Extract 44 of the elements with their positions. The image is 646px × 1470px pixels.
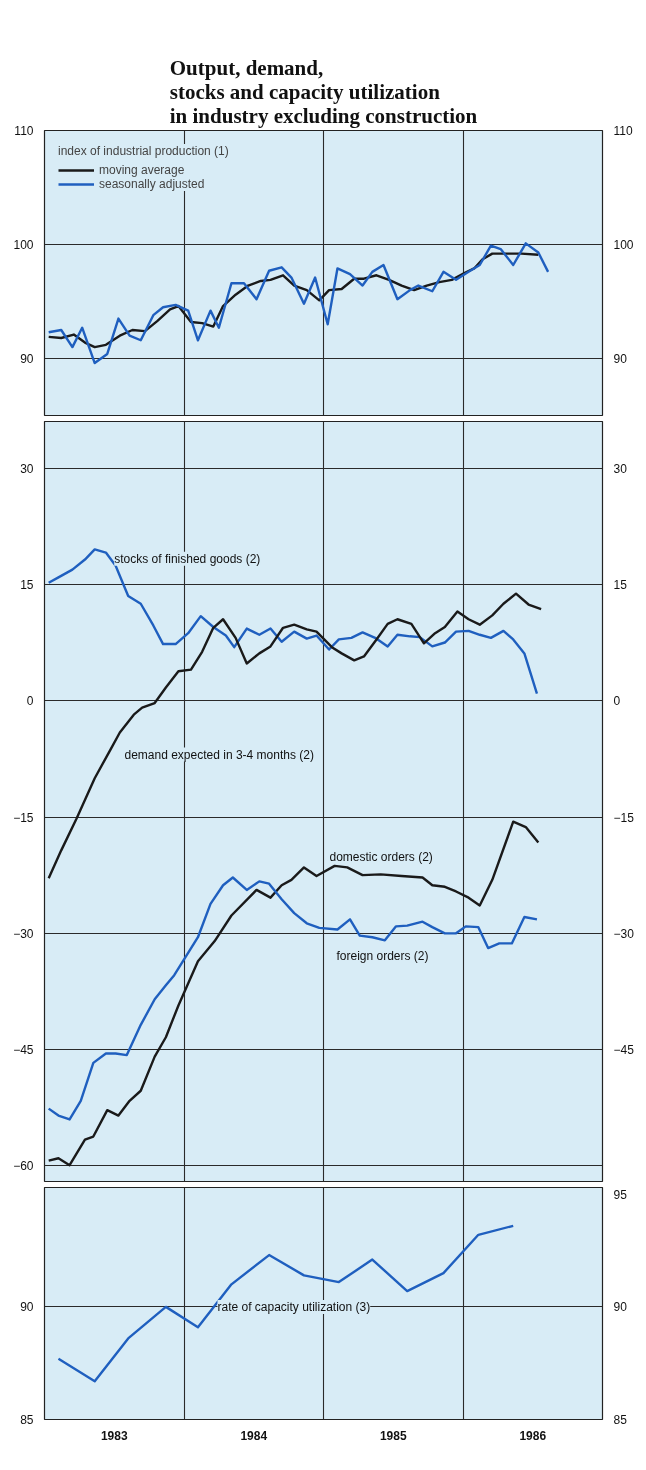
y2-tick-label: 90 (613, 352, 628, 366)
y2-tick-label: −30 (613, 926, 635, 941)
y-tick-label: 85 (20, 1413, 34, 1427)
line-series (47, 252, 540, 349)
y-tick-label: −60 (13, 1159, 34, 1174)
y2-tick-label: 30 (613, 461, 628, 476)
annotation: domestic orders (2) (329, 849, 433, 864)
legend-label: moving average (99, 163, 185, 177)
line-series (47, 592, 543, 880)
y-tick-label: 30 (20, 461, 34, 476)
y2-tick-label: −15 (613, 810, 635, 825)
line-series (47, 548, 539, 695)
x-tick-label: 1984 (240, 1428, 268, 1443)
y-tick-label: 90 (20, 1300, 34, 1315)
line-series (57, 1224, 515, 1383)
y-tick-label: 0 (26, 694, 34, 709)
x-tick-label: 1983 (100, 1428, 128, 1443)
annotation: foreign orders (2) (336, 948, 429, 963)
y-tick-label: 15 (20, 577, 34, 592)
y2-tick-label: −45 (613, 1043, 635, 1058)
y2-tick-label: 85 (613, 1413, 628, 1427)
line-series (47, 876, 539, 1121)
y2-tick-label: 0 (613, 694, 621, 709)
y-tick-label: 100 (13, 238, 34, 252)
annotation: stocks of finished goods (2) (114, 551, 261, 566)
y-tick-label: −15 (13, 810, 34, 825)
legend-title: index of industrial production (1) (58, 144, 229, 158)
legend-label: seasonally adjusted (99, 177, 205, 191)
line-series (47, 242, 550, 365)
y2-tick-label: 95 (613, 1187, 628, 1202)
x-tick-label: 1985 (379, 1428, 407, 1443)
y2-tick-label: 15 (613, 577, 628, 592)
y2-tick-label: 90 (613, 1300, 628, 1315)
y2-tick-label: 100 (613, 238, 634, 252)
y2-tick-label: 110 (613, 124, 633, 138)
y-tick-label: −45 (13, 1043, 34, 1058)
y-tick-label: −30 (13, 926, 34, 941)
y-tick-label: 110 (14, 124, 34, 138)
y-tick-label: 90 (20, 352, 34, 366)
annotation: demand expected in 3-4 months (2) (124, 747, 314, 762)
annotation: rate of capacity utilization (3) (217, 1299, 371, 1314)
x-tick-label: 1986 (519, 1428, 547, 1443)
chart-title: Output, demand, stocks and capacity utilization in industry excluding construction (169, 55, 478, 128)
line-series (47, 820, 540, 1167)
